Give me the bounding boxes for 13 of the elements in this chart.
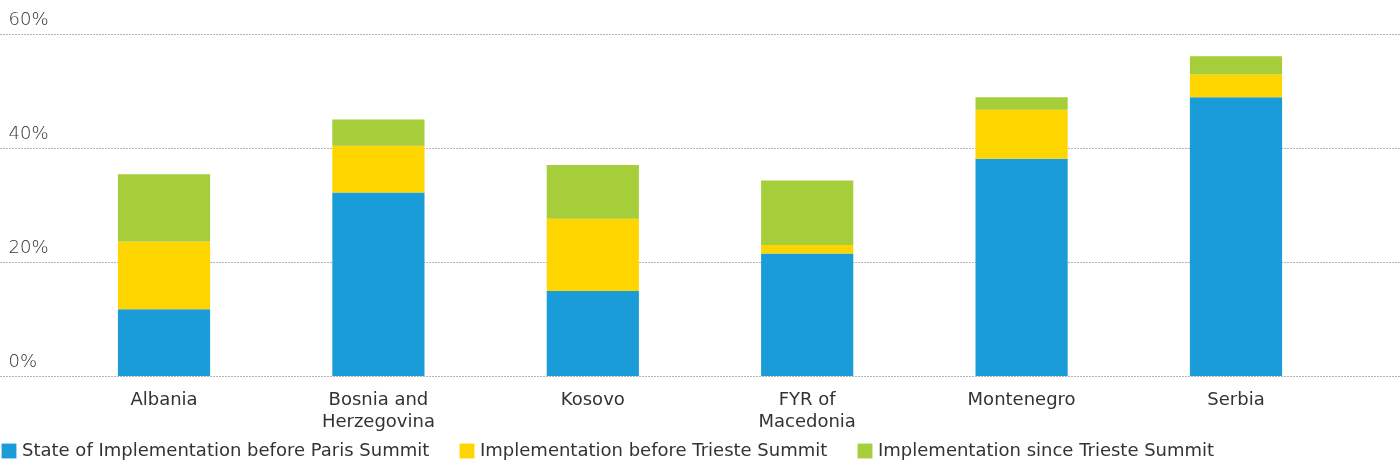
legend-label: Implementation since Trieste Summit — [878, 439, 1215, 460]
y-tick-label: 20% — [8, 235, 49, 257]
x-tick-label: Kosovo — [560, 387, 625, 409]
x-tick-label: Serbia — [1207, 387, 1265, 409]
x-tick-label: Albania — [130, 387, 198, 409]
x-tick-label: Bosnia and Herzegovina — [321, 387, 435, 431]
y-tick-label: 0% — [8, 349, 38, 371]
x-tick-label: FYR of Macedonia — [758, 387, 856, 431]
x-tick-label: Montenegro — [967, 387, 1076, 409]
legend-label: State of Implementation before Paris Summit — [22, 439, 430, 460]
y-tick-label: 60% — [8, 7, 49, 29]
y-tick-label: 40% — [8, 121, 49, 143]
legend-label: Implementation before Trieste Summit — [480, 439, 828, 460]
